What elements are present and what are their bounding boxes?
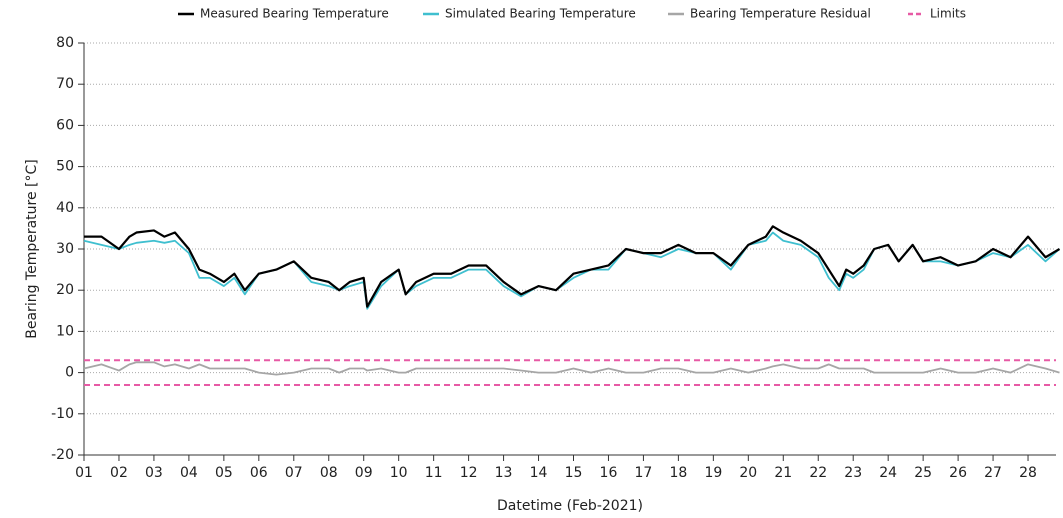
y-tick-label: 70 [56, 76, 74, 92]
x-tick-label: 25 [914, 465, 932, 481]
x-tick-label: 22 [809, 465, 827, 481]
y-tick-label: 40 [56, 200, 74, 216]
x-tick-label: 13 [495, 465, 513, 481]
x-tick-label: 01 [75, 465, 93, 481]
x-axis-label: Datetime (Feb-2021) [497, 498, 643, 514]
y-tick-label: 80 [56, 35, 74, 51]
x-tick-label: 11 [425, 465, 443, 481]
y-axis-label: Bearing Temperature [°C] [24, 159, 40, 338]
x-tick-label: 14 [530, 465, 548, 481]
y-tick-label: 20 [56, 282, 74, 298]
x-tick-label: 28 [1019, 465, 1037, 481]
x-tick-label: 21 [774, 465, 792, 481]
x-tick-label: 09 [355, 465, 373, 481]
x-tick-label: 03 [145, 465, 163, 481]
x-tick-label: 02 [110, 465, 128, 481]
legend-label: Measured Bearing Temperature [200, 7, 389, 21]
x-tick-label: 24 [879, 465, 897, 481]
x-tick-label: 07 [285, 465, 303, 481]
series-line [83, 361, 1060, 376]
x-tick-label: 23 [844, 465, 862, 481]
legend-label: Simulated Bearing Temperature [445, 7, 636, 21]
x-tick-label: 18 [669, 465, 687, 481]
x-tick-label: 05 [215, 465, 233, 481]
x-tick-label: 15 [565, 465, 583, 481]
y-tick-label: 0 [65, 365, 74, 381]
x-tick-label: 06 [250, 465, 268, 481]
legend: Measured Bearing Temperature Simulated Be… [178, 7, 966, 21]
legend-label: Limits [930, 7, 966, 21]
y-tick-label: -10 [51, 406, 74, 422]
x-tick-label: 08 [320, 465, 338, 481]
x-tick-label: 27 [984, 465, 1002, 481]
legend-label: Bearing Temperature Residual [690, 7, 871, 21]
x-tick-label: 16 [600, 465, 618, 481]
y-tick-label: 60 [56, 117, 74, 133]
x-tick-label: 20 [739, 465, 757, 481]
x-tick-label: 10 [390, 465, 408, 481]
x-tick-label: 04 [180, 465, 198, 481]
y-tick-label: 50 [56, 159, 74, 175]
x-tick-label: 12 [460, 465, 478, 481]
x-tick-label: 17 [635, 465, 653, 481]
series-line [84, 225, 1061, 308]
x-tick-label: 19 [704, 465, 722, 481]
y-tick-label: 30 [56, 241, 74, 257]
y-tick-label: 10 [56, 323, 74, 339]
x-tick-label: 26 [949, 465, 967, 481]
y-tick-label: -20 [51, 447, 74, 463]
